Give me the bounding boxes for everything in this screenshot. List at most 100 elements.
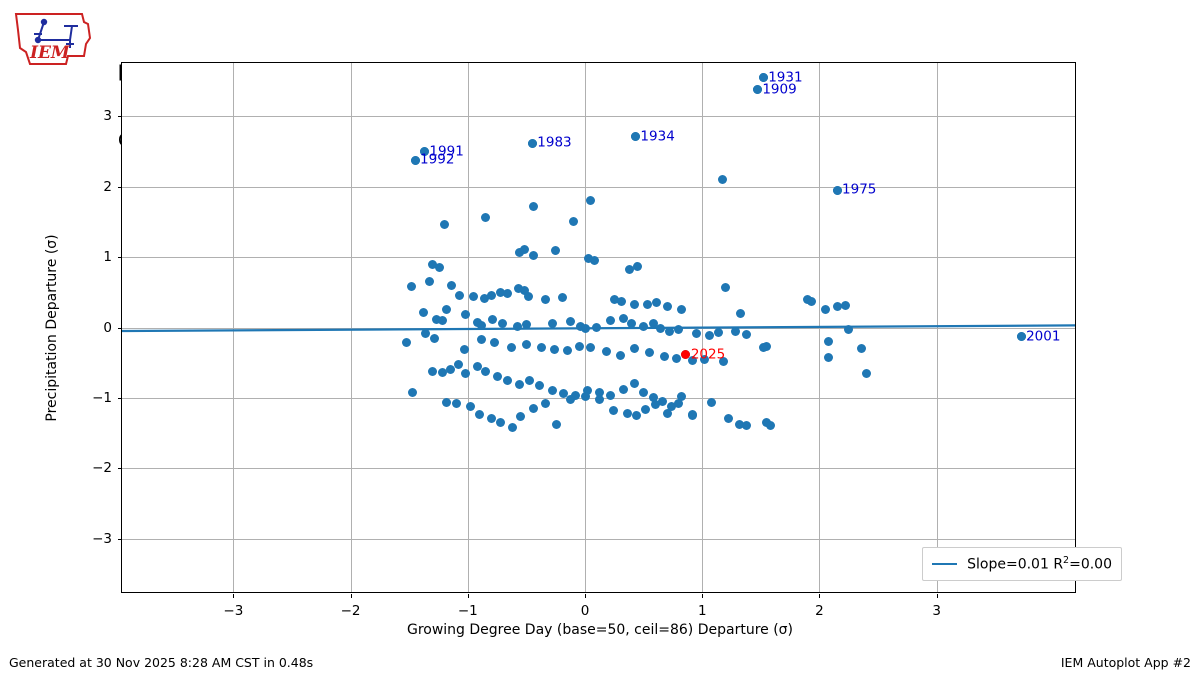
- data-point: [648, 319, 658, 329]
- annotated-data-point: [630, 132, 640, 142]
- data-point: [586, 343, 596, 353]
- y-tick-label: 0: [103, 319, 112, 336]
- data-point: [437, 315, 447, 325]
- data-point: [655, 324, 665, 334]
- data-point: [521, 339, 531, 349]
- data-point: [688, 356, 698, 366]
- data-point: [550, 344, 560, 354]
- legend-label: Slope=0.01 R2=0.00: [967, 555, 1112, 573]
- data-point: [616, 296, 626, 306]
- data-point: [650, 400, 660, 410]
- data-point: [421, 328, 431, 338]
- data-point: [469, 292, 479, 302]
- y-tick: [118, 186, 122, 188]
- iem-logo-text: IEM: [29, 43, 71, 63]
- data-point: [674, 325, 684, 335]
- data-point: [606, 390, 616, 400]
- data-point: [629, 379, 639, 389]
- data-point: [513, 283, 523, 293]
- y-tick: [118, 327, 122, 329]
- data-point: [487, 314, 497, 324]
- data-point: [439, 219, 449, 229]
- data-point: [407, 282, 417, 292]
- data-point: [460, 310, 470, 320]
- data-point: [574, 341, 584, 351]
- data-point: [601, 346, 611, 356]
- data-point: [453, 359, 463, 369]
- legend-line-swatch: [932, 563, 958, 565]
- data-point: [519, 286, 529, 296]
- data-point: [580, 391, 590, 401]
- data-point: [528, 202, 538, 211]
- data-point: [584, 254, 594, 264]
- data-point: [662, 301, 672, 311]
- data-point: [742, 330, 752, 340]
- data-point: [486, 290, 496, 300]
- data-point: [431, 314, 441, 324]
- data-point: [506, 342, 516, 352]
- data-point: [503, 376, 513, 386]
- y-gridline: [122, 468, 1075, 470]
- data-point: [477, 334, 487, 344]
- data-point: [861, 368, 871, 378]
- data-point: [490, 338, 500, 348]
- footer-app-text: IEM Autoplot App #2: [1060, 655, 1191, 670]
- data-point: [528, 251, 538, 261]
- data-point: [586, 196, 596, 206]
- data-point: [662, 408, 672, 418]
- data-point: [671, 353, 681, 363]
- data-point: [660, 351, 670, 361]
- data-point: [442, 305, 452, 315]
- data-point: [592, 323, 602, 332]
- data-point: [480, 366, 490, 376]
- data-point: [676, 304, 686, 314]
- iem-logo: IEM: [8, 8, 100, 70]
- data-point: [629, 344, 639, 354]
- data-point: [475, 410, 485, 420]
- data-point: [735, 420, 745, 430]
- data-point: [691, 328, 701, 338]
- data-point: [723, 414, 733, 424]
- x-tick-label: −1: [457, 603, 478, 619]
- data-point: [674, 398, 684, 408]
- point-annotation-label: 1991: [429, 142, 464, 159]
- scatter-plot-area: −3 −2 −1 0 1 2 3 −3 −2 −1 0 1 2 3 1931 1909 1991 1992 1983…: [92, 62, 1076, 619]
- data-point: [534, 380, 544, 390]
- x-tick: [350, 594, 352, 598]
- data-point: [445, 365, 455, 375]
- legend-slope-suffix: =0.00: [1069, 556, 1112, 573]
- data-point: [730, 326, 740, 336]
- data-point: [629, 300, 639, 310]
- x-tick: [233, 594, 235, 598]
- data-point: [736, 308, 746, 318]
- data-point: [540, 398, 550, 408]
- data-point: [524, 292, 534, 302]
- data-point: [460, 369, 470, 379]
- x-tick-label: −2: [340, 603, 361, 619]
- annotated-data-point: [1016, 332, 1026, 342]
- point-annotation-label: 2025: [690, 346, 726, 363]
- data-point: [648, 393, 658, 403]
- data-point: [446, 280, 456, 290]
- point-annotation-label: 1934: [640, 128, 675, 145]
- x-tick: [936, 594, 938, 598]
- data-point: [516, 411, 526, 421]
- data-point: [615, 351, 625, 361]
- data-point: [428, 259, 438, 269]
- data-point: [486, 414, 496, 424]
- legend: Slope=0.01 R2=0.00: [922, 547, 1122, 581]
- annotated-data-point: [832, 185, 842, 195]
- data-point: [765, 421, 775, 431]
- x-tick-label: 2: [815, 603, 824, 619]
- data-point: [472, 362, 482, 372]
- data-point: [632, 410, 642, 420]
- data-point: [503, 288, 513, 298]
- data-point: [582, 386, 592, 396]
- x-tick-label: −3: [223, 603, 244, 619]
- data-point: [492, 372, 502, 382]
- y-tick: [118, 257, 122, 259]
- data-point: [459, 344, 469, 354]
- data-point: [625, 264, 635, 274]
- data-point: [552, 420, 562, 430]
- y-tick: [118, 538, 122, 540]
